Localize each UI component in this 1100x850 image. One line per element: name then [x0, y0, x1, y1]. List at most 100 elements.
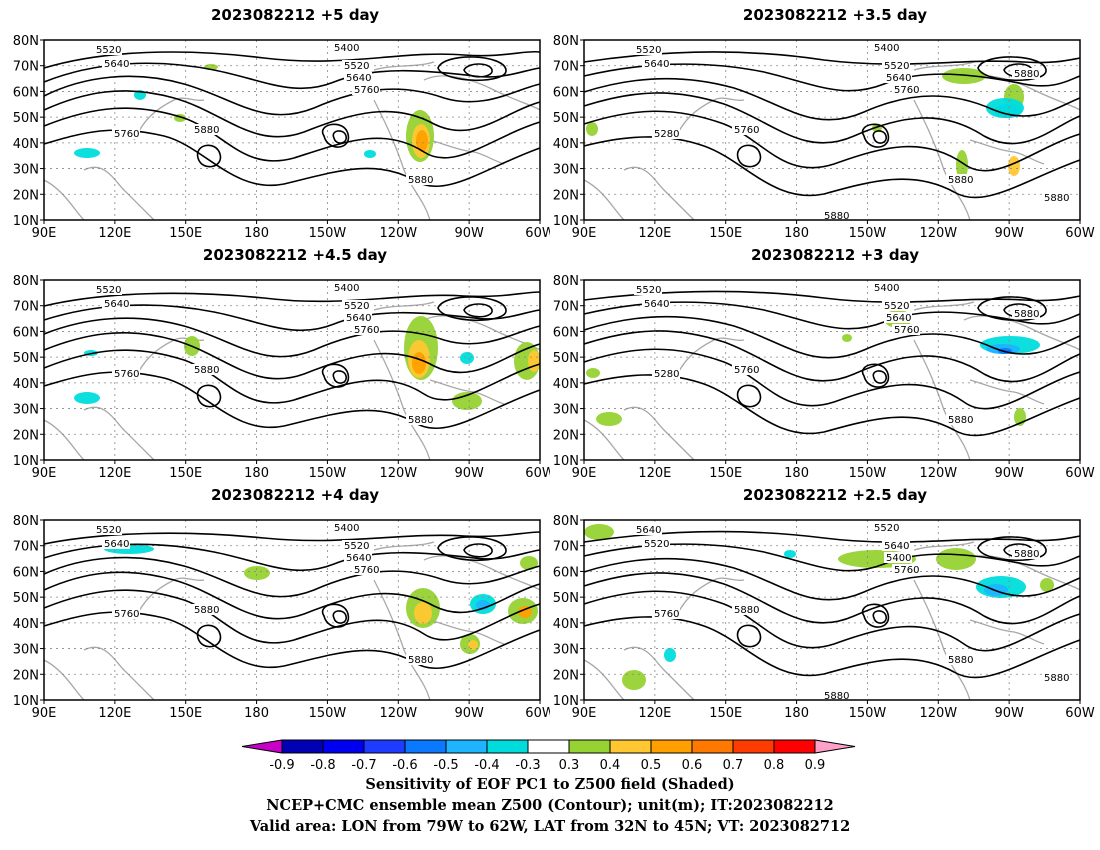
z500-contour — [196, 384, 222, 408]
contour-label-bg — [822, 210, 850, 221]
coastline — [913, 99, 971, 221]
contour-label-bg — [1012, 308, 1040, 319]
z500-contour — [872, 130, 887, 144]
contour-label-bg — [344, 72, 372, 83]
lon-tick-label: 150W — [849, 226, 887, 241]
map-panel-1: 2023082212 +5 day 5520 5640 5400 5520 5640 57… — [0, 0, 550, 245]
contour-label-bg — [634, 44, 662, 55]
contour-label-bg — [342, 540, 370, 551]
coastline — [963, 315, 1081, 351]
coastline — [969, 379, 1045, 405]
lon-tick-label: 150E — [709, 706, 742, 721]
contour-label: 5400 — [334, 283, 359, 294]
z500-contour — [583, 530, 1081, 543]
contour-label: 5520 — [344, 61, 369, 72]
contour-label: 5520 — [636, 285, 661, 296]
plot-frame — [583, 279, 1081, 461]
contour-label: 5760 — [734, 365, 759, 376]
contour-label-bg — [112, 608, 140, 619]
panel-title: 2023082212 +3.5 day — [742, 6, 928, 24]
panel-title: 2023082212 +5 day — [211, 6, 379, 24]
sensitivity-shade — [784, 550, 796, 558]
lon-tick-label: 180 — [784, 466, 809, 481]
z500-contour — [977, 56, 1047, 82]
coastline — [43, 659, 85, 701]
z500-contour — [583, 557, 1081, 601]
z500-contour — [43, 571, 541, 620]
z500-contour — [43, 543, 541, 572]
contour-label: 5880 — [408, 415, 433, 426]
contour-label: 5760 — [354, 565, 379, 576]
contour-label-bg — [192, 124, 220, 135]
z500-contour — [43, 107, 541, 162]
sensitivity-shade — [664, 648, 676, 662]
contour-label-bg — [652, 368, 680, 379]
contour-label-bg — [332, 42, 360, 53]
colorbar-box — [732, 739, 775, 754]
coastline — [83, 406, 155, 461]
coastline — [623, 646, 695, 701]
contour-label-bg — [352, 324, 380, 335]
z500-contour — [321, 363, 350, 388]
plot-frame — [43, 279, 541, 461]
map-panel-5: 2023082212 +4 day 5520 5640 5400 5520 5640 57… — [0, 480, 550, 725]
contour-label-bg — [652, 128, 680, 139]
caption-line-2: NCEP+CMC ensemble mean Z500 (Contour); u… — [266, 797, 834, 814]
z500-contour — [43, 589, 541, 644]
contour-label-bg — [872, 282, 900, 293]
contour-label-bg — [344, 312, 372, 323]
lat-tick-label: 20N — [553, 428, 579, 443]
contour-label-bg — [352, 564, 380, 575]
z500-contour — [43, 531, 541, 545]
lat-tick-label: 20N — [13, 428, 39, 443]
z500-contour — [583, 315, 1081, 359]
lon-tick-label: 120W — [919, 466, 957, 481]
lat-tick-label: 40N — [13, 377, 39, 392]
contour-label-bg — [642, 538, 670, 549]
contour-label-bg — [102, 58, 130, 69]
z500-contour — [583, 301, 1081, 330]
z500-contour — [583, 290, 1081, 303]
coastline — [423, 555, 541, 591]
lon-tick-label: 60W — [1065, 706, 1095, 721]
z500-contour — [977, 296, 1047, 322]
lon-tick-label: 120W — [919, 226, 957, 241]
z500-contour — [43, 317, 541, 358]
lat-tick-label: 30N — [553, 643, 579, 658]
colorbar-box — [773, 739, 816, 754]
z500-contour — [583, 590, 1081, 652]
contour-label-bg — [652, 608, 680, 619]
z500-contour — [196, 144, 222, 168]
plot-frame — [43, 519, 541, 701]
coastline — [43, 419, 85, 461]
lat-tick-label: 50N — [553, 111, 579, 126]
contour-label-bg — [332, 522, 360, 533]
lon-tick-label: 90W — [454, 706, 484, 721]
lon-tick-label: 150E — [169, 706, 202, 721]
sensitivity-shade — [416, 130, 428, 152]
z500-contour — [583, 92, 1081, 145]
contour-label: 5760 — [114, 609, 139, 620]
colorbar: -0.9 -0.8 -0.7 -0.6 -0.5 -0.4 -0.3 0.3 0.4 0.5 0.6… — [241, 739, 856, 772]
contour-label: 5760 — [114, 129, 139, 140]
z500-contour — [736, 144, 762, 168]
lat-tick-label: 60N — [553, 85, 579, 100]
colorbar-tick-label: -0.7 — [351, 758, 376, 772]
sensitivity-shade — [1008, 156, 1020, 176]
z500-contour — [583, 543, 1081, 572]
contour-label: 5640 — [884, 541, 909, 552]
sensitivity-shade — [942, 68, 986, 84]
coastline — [583, 419, 625, 461]
lat-tick-label: 30N — [13, 403, 39, 418]
z500-contour — [332, 610, 347, 624]
lat-tick-label: 80N — [553, 34, 579, 49]
sensitivity-shade — [842, 334, 852, 342]
contour-label: 5880 — [408, 655, 433, 666]
contour-label: 5880 — [1044, 193, 1069, 204]
coastline — [969, 139, 1045, 165]
lon-tick-label: 180 — [244, 706, 269, 721]
coastline — [43, 179, 85, 221]
colorbar-arrow-right — [814, 739, 856, 754]
contour-label: 5520 — [884, 301, 909, 312]
lat-tick-label: 40N — [553, 377, 579, 392]
